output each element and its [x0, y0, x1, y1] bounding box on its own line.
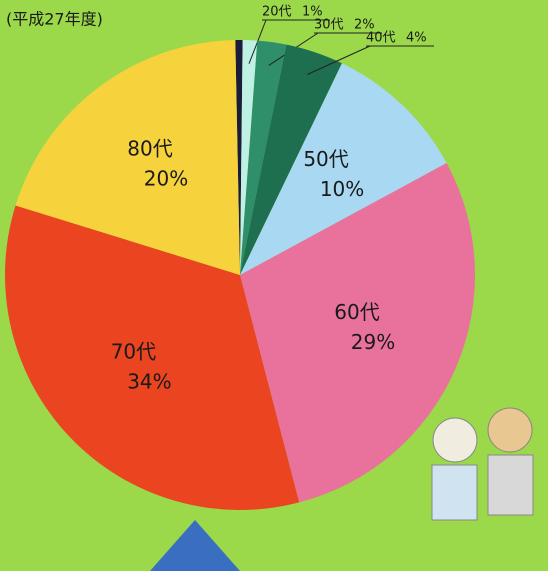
- chart-title: (平成27年度): [6, 10, 103, 29]
- value-label: 20%: [144, 167, 188, 191]
- chart: (平成27年度) 20代1%30代2%40代4%50代10%60代29%70代3…: [0, 0, 548, 571]
- value-label: 34%: [127, 370, 171, 394]
- slice-label: 30代: [314, 18, 344, 33]
- slice-label: 20代: [262, 5, 292, 20]
- slice-label: 40代: [366, 31, 396, 46]
- value-label: 10%: [320, 177, 364, 201]
- slice-label: 60代: [334, 300, 379, 324]
- slice-label: 70代: [111, 340, 156, 364]
- slice-label: 50代: [303, 147, 348, 171]
- value-label: 4%: [406, 31, 427, 46]
- slice-label: 80代: [127, 137, 172, 161]
- value-label: 29%: [351, 330, 395, 354]
